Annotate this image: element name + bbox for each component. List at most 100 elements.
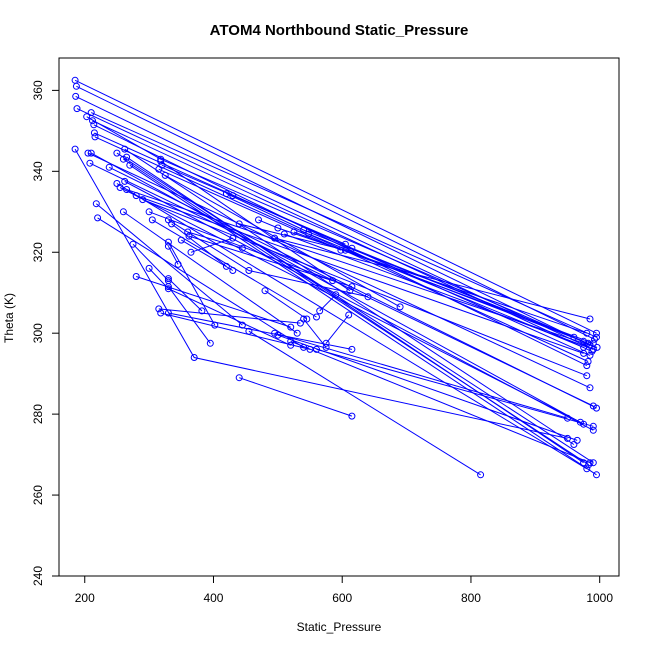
- data-point: [583, 329, 591, 337]
- series-30: [161, 171, 404, 311]
- data-point: [206, 339, 214, 347]
- series-32: [148, 216, 320, 321]
- y-tick-label: 300: [31, 323, 45, 343]
- data-point: [126, 161, 134, 169]
- data-point: [90, 129, 98, 137]
- series-49: [185, 232, 356, 291]
- series-46: [168, 220, 230, 270]
- series-line: [164, 174, 401, 308]
- series-line: [248, 330, 481, 476]
- data-point: [235, 220, 243, 228]
- data-point: [132, 192, 140, 200]
- data-point: [164, 285, 172, 293]
- data-point: [271, 234, 279, 242]
- data-point: [155, 165, 163, 173]
- series-line: [293, 231, 594, 344]
- data-point: [593, 471, 600, 479]
- series-line: [87, 152, 591, 389]
- x-axis: 200 400 600 800 1000: [75, 575, 613, 605]
- series-line: [108, 166, 597, 409]
- data-point: [345, 311, 353, 319]
- data-point: [164, 283, 172, 291]
- series-48: [184, 228, 246, 252]
- data-point: [72, 82, 80, 90]
- data-point: [589, 426, 597, 434]
- data-point: [161, 171, 169, 179]
- series-line: [148, 211, 333, 282]
- data-point: [564, 414, 571, 422]
- data-point: [586, 351, 594, 359]
- y-tick-label: 360: [31, 80, 45, 100]
- series-36: [129, 240, 172, 285]
- data-point: [198, 307, 206, 315]
- series-line: [264, 290, 308, 320]
- data-point: [90, 121, 98, 129]
- data-point: [346, 287, 354, 295]
- data-point: [593, 343, 601, 351]
- series-64: [164, 309, 356, 353]
- data-point: [589, 422, 597, 430]
- data-point: [274, 224, 282, 232]
- series-69: [271, 329, 571, 422]
- series-line: [132, 243, 169, 281]
- data-point: [329, 277, 337, 285]
- data-point: [271, 329, 279, 337]
- data-point: [290, 228, 298, 236]
- data-point: [190, 354, 198, 361]
- data-point: [235, 374, 243, 382]
- data-point: [145, 264, 153, 272]
- y-tick-label: 240: [31, 566, 45, 586]
- data-point: [123, 186, 131, 193]
- series-61: [316, 291, 340, 315]
- data-point: [86, 159, 94, 167]
- x-tick-label: 800: [461, 591, 481, 605]
- series-line: [148, 268, 291, 346]
- data-point: [71, 145, 79, 153]
- x-tick-label: 600: [332, 591, 352, 605]
- data-point: [83, 113, 91, 121]
- data-point: [593, 404, 600, 412]
- data-point: [586, 315, 594, 323]
- plot-area: [58, 57, 620, 577]
- data-point: [72, 92, 80, 100]
- series-16: [121, 145, 578, 448]
- series-line: [316, 348, 594, 427]
- series-line: [168, 278, 203, 312]
- series-line: [76, 108, 594, 350]
- series-line: [123, 211, 298, 334]
- data-point: [184, 228, 192, 236]
- data-point: [583, 372, 591, 380]
- series-line: [274, 237, 591, 320]
- series-line: [319, 294, 337, 312]
- series-23: [121, 177, 597, 434]
- data-point: [300, 315, 308, 323]
- data-point: [148, 216, 156, 224]
- series-line: [303, 318, 327, 348]
- series-line: [116, 183, 588, 470]
- series-line: [136, 276, 291, 328]
- series-line: [232, 195, 584, 342]
- data-point: [139, 196, 147, 204]
- data-point: [593, 333, 600, 341]
- data-point: [593, 329, 600, 337]
- y-tick-label: 260: [31, 485, 45, 505]
- series-line: [75, 95, 591, 346]
- x-axis-title: Static_Pressure: [297, 620, 382, 634]
- data-point: [589, 459, 597, 467]
- series-line: [97, 217, 304, 348]
- series-line: [160, 312, 311, 350]
- series-line: [86, 116, 598, 348]
- data-point: [316, 307, 324, 315]
- series-line: [167, 241, 216, 326]
- series-55: [271, 234, 594, 323]
- series-line: [167, 286, 211, 344]
- data-point: [87, 109, 95, 117]
- series-line: [239, 377, 353, 417]
- series-42: [164, 275, 206, 315]
- data-point: [94, 214, 102, 222]
- series-line: [181, 239, 234, 271]
- series-15: [105, 163, 600, 412]
- data-point: [92, 200, 100, 208]
- series-line: [116, 152, 594, 464]
- data-point: [157, 309, 165, 317]
